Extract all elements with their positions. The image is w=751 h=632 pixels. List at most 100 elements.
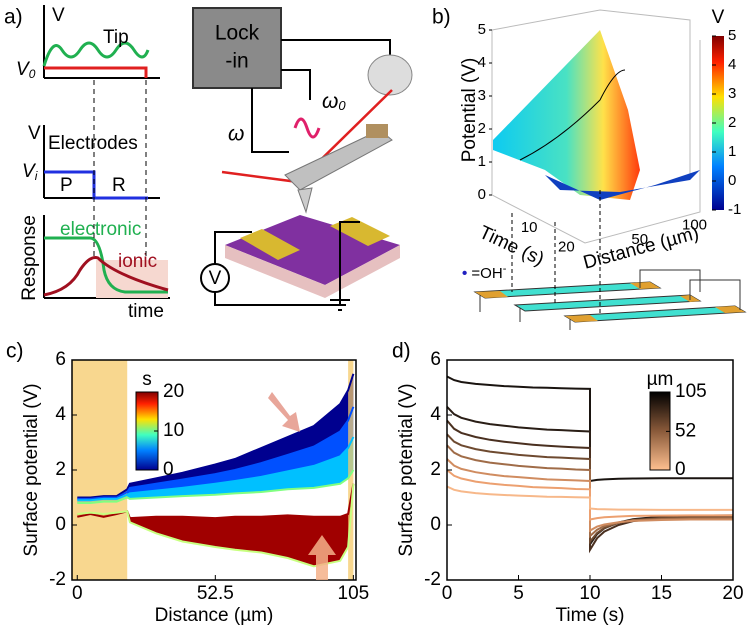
x-axis-label: Distance (µm) xyxy=(155,605,274,626)
electronic-curve xyxy=(44,236,168,294)
line xyxy=(446,469,733,521)
ground xyxy=(214,290,350,311)
electrodes xyxy=(240,217,390,260)
band xyxy=(77,483,354,567)
panel-label: c) xyxy=(6,340,24,363)
colorbar xyxy=(712,36,724,210)
chip xyxy=(366,124,388,138)
label: ω0 xyxy=(322,90,346,114)
y-tick-label: -2 xyxy=(49,569,66,590)
line xyxy=(77,483,355,520)
z-tick-label: 3 xyxy=(478,87,486,104)
y-tick-label: -2 xyxy=(424,569,441,590)
y-axis-label: Surface potential (V) xyxy=(21,383,42,556)
y-tick-label: 6 xyxy=(430,349,441,370)
z-tick-label: 1 xyxy=(478,153,486,170)
label: Vi xyxy=(22,161,38,183)
label: ω xyxy=(228,123,244,146)
surface xyxy=(493,30,640,200)
sine xyxy=(42,41,150,67)
label: V xyxy=(209,268,222,289)
x-tick-label: 10 xyxy=(579,583,600,604)
wire xyxy=(251,39,391,153)
substrate xyxy=(225,245,400,298)
axis-label: Potential (V) xyxy=(459,58,480,163)
tip-voltage xyxy=(44,66,148,78)
cantilever xyxy=(284,129,393,191)
colorbar-label: V xyxy=(712,7,725,28)
line xyxy=(446,375,733,483)
y-tick-label: 2 xyxy=(430,459,441,480)
z-tick-label: 0 xyxy=(478,186,486,203)
surface xyxy=(545,170,700,200)
x-tick-label: 5 xyxy=(513,583,524,604)
colorbar-tick-label: 1 xyxy=(728,143,736,160)
x-tick-label: 15 xyxy=(651,583,672,604)
label: R xyxy=(112,175,126,196)
y-tick-label: 0 xyxy=(430,514,441,535)
panel-a: a) V V0 Tip V Electrodes Vi P R electron… xyxy=(4,5,413,322)
label: electronic xyxy=(60,219,141,240)
panel-b: b) Potential (V) Time (s) Distance (µm) … xyxy=(432,6,747,330)
label: Response xyxy=(19,215,40,301)
colorbar-tick-label: 52 xyxy=(675,420,696,441)
label: ionic xyxy=(118,251,157,272)
label: -in xyxy=(225,50,248,73)
ionic-curve xyxy=(43,256,169,297)
x-tick-label: 0 xyxy=(442,583,453,604)
y-tick-label: 6 xyxy=(55,349,66,370)
colorbar-tick-label: 4 xyxy=(728,56,736,73)
electrode-region xyxy=(348,360,354,580)
colorbar-tick-label: 10 xyxy=(163,420,184,441)
label: V xyxy=(52,5,65,26)
colorbar-tick-label: 0 xyxy=(163,459,174,480)
arrow xyxy=(268,392,300,432)
y-tick-label: 4 xyxy=(55,404,66,425)
label: P xyxy=(60,175,73,196)
distance-tick-label: 100 xyxy=(682,216,707,233)
colorbar-tick-label: 0 xyxy=(675,459,686,480)
label: Electrodes xyxy=(48,133,138,154)
colorbar-tick-label: -1 xyxy=(728,201,741,218)
colorbar-label: µm xyxy=(647,369,674,390)
electrode-region xyxy=(72,360,128,580)
label: Tip xyxy=(103,27,129,48)
colorbar-tick-label: 0 xyxy=(728,172,736,189)
time-tick-label: 10 xyxy=(521,219,538,236)
label: Lock xyxy=(215,22,260,45)
arrow xyxy=(308,535,336,580)
y-tick-label: 0 xyxy=(55,514,66,535)
y-tick-label: 2 xyxy=(55,459,66,480)
z-tick-label: 2 xyxy=(478,120,486,137)
panel-label: b) xyxy=(432,6,451,29)
electrode-voltage xyxy=(44,170,148,200)
z-tick-label: 5 xyxy=(478,21,486,38)
colorbar-tick-label: 20 xyxy=(163,381,184,402)
box xyxy=(491,9,701,244)
x-tick-label: 52.5 xyxy=(197,583,234,604)
x-tick-label: 0 xyxy=(72,583,83,604)
sample xyxy=(225,215,400,285)
label: V xyxy=(28,123,41,144)
colorbar-tick-label: 105 xyxy=(675,381,707,402)
time-tick-label: 20 xyxy=(558,238,575,255)
colorbar-tick-label: 5 xyxy=(728,27,736,44)
line xyxy=(446,485,733,511)
colorbar-label: s xyxy=(142,369,152,390)
tip xyxy=(297,187,313,214)
colorbar-tick-label: 2 xyxy=(728,114,736,131)
detector xyxy=(367,54,413,96)
x-tick-label: 105 xyxy=(338,583,370,604)
legend: • =OH- xyxy=(462,263,507,282)
band xyxy=(77,437,354,503)
y-tick-label: 4 xyxy=(430,404,441,425)
line xyxy=(446,458,733,533)
z-tick-label: 4 xyxy=(478,54,486,71)
x-tick-label: 20 xyxy=(722,583,743,604)
panel-label: d) xyxy=(392,340,411,363)
line xyxy=(77,469,355,504)
panel-label: a) xyxy=(4,6,23,29)
label: time xyxy=(128,301,164,322)
line xyxy=(77,373,355,499)
line xyxy=(77,406,355,500)
